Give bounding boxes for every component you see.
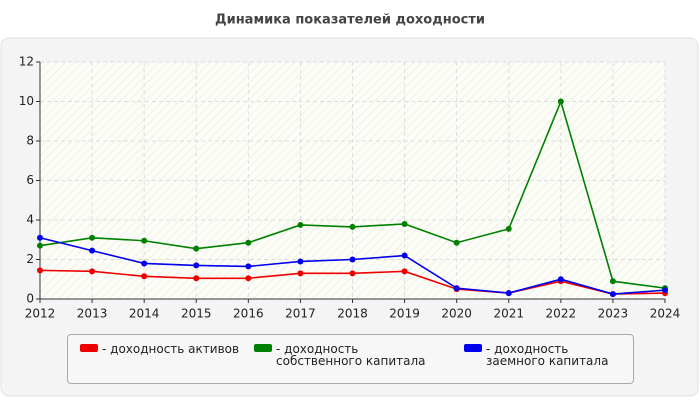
point [193,245,200,252]
point [349,223,356,230]
point [245,263,252,270]
x-tick-label: 2020 [441,307,472,321]
point [37,267,43,274]
legend-item: - доходность активов [80,342,252,356]
point [401,220,408,227]
point [89,234,96,241]
point [193,275,200,282]
x-tick-label: 2015 [181,307,212,321]
y-tick-label: 2 [26,252,34,266]
x-tick-label: 2012 [25,307,56,321]
point [297,221,304,228]
x-tick-label: 2017 [285,307,316,321]
x-tick-label: 2019 [389,307,420,321]
point [505,290,512,297]
point [349,256,356,263]
point [141,260,148,267]
y-tick-label: 0 [26,292,34,306]
point [297,270,304,277]
legend-item: - доходность собственного капитала [254,342,436,368]
point [141,237,148,244]
point [245,239,252,246]
point [89,247,96,254]
point [141,273,148,280]
x-tick-label: 2021 [493,307,524,321]
legend-label: - доходность заемного капитала [486,342,609,368]
point [401,268,408,275]
point [297,258,304,265]
x-tick-label: 2024 [650,307,681,321]
x-tick-label: 2022 [546,307,577,321]
x-tick-label: 2016 [233,307,264,321]
y-tick-label: 10 [19,94,34,108]
legend-swatch [80,344,98,352]
point [89,268,96,275]
point [557,276,564,283]
point [505,225,512,232]
point [37,234,43,241]
legend-swatch [464,344,482,352]
point [193,262,200,269]
point [453,285,460,292]
y-tick-label: 12 [19,55,34,69]
legend: - доходность активов - доходность собстве… [67,334,634,384]
point [557,98,564,105]
point [662,287,668,294]
legend-item: - доходность заемного капитала [464,342,626,368]
legend-label: - доходность собственного капитала [276,342,426,368]
legend-label: - доходность активов [102,342,240,356]
x-tick-label: 2013 [77,307,108,321]
point [349,270,356,277]
point [609,291,616,298]
chart-title: Динамика показателей доходности [215,13,485,28]
point [609,278,616,285]
y-tick-label: 6 [26,173,34,187]
y-tick-label: 4 [26,213,34,227]
x-tick-label: 2023 [598,307,629,321]
x-tick-label: 2014 [129,307,160,321]
point [401,252,408,259]
point [37,242,43,249]
y-tick-label: 8 [26,134,34,148]
point [245,275,252,282]
point [453,239,460,246]
legend-swatch [254,344,272,352]
x-tick-label: 2018 [337,307,368,321]
